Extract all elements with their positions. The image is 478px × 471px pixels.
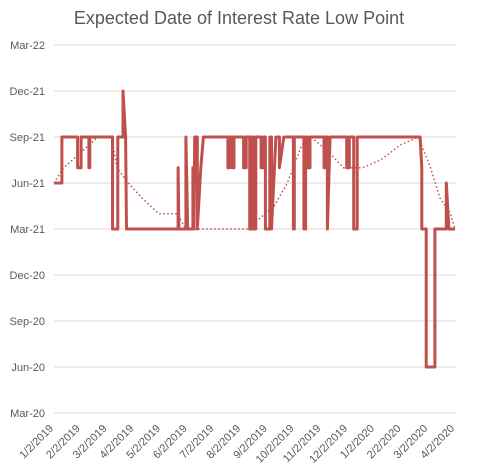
y-tick-label: Mar-21 — [10, 224, 45, 236]
series-line-dotted — [53, 136, 456, 230]
y-tick-label: Dec-20 — [10, 270, 45, 282]
y-tick-label: Jun-21 — [11, 178, 45, 190]
y-tick-label: Sep-21 — [10, 132, 45, 144]
series-line-solid — [54, 89, 455, 369]
y-tick-label: Dec-21 — [10, 86, 45, 98]
y-tick-label: Sep-20 — [10, 316, 45, 328]
y-tick-label: Mar-22 — [10, 40, 45, 52]
chart-title: Expected Date of Interest Rate Low Point — [73, 8, 405, 28]
y-tick-label: Mar-20 — [10, 408, 45, 420]
y-tick-label: Jun-20 — [11, 362, 45, 374]
